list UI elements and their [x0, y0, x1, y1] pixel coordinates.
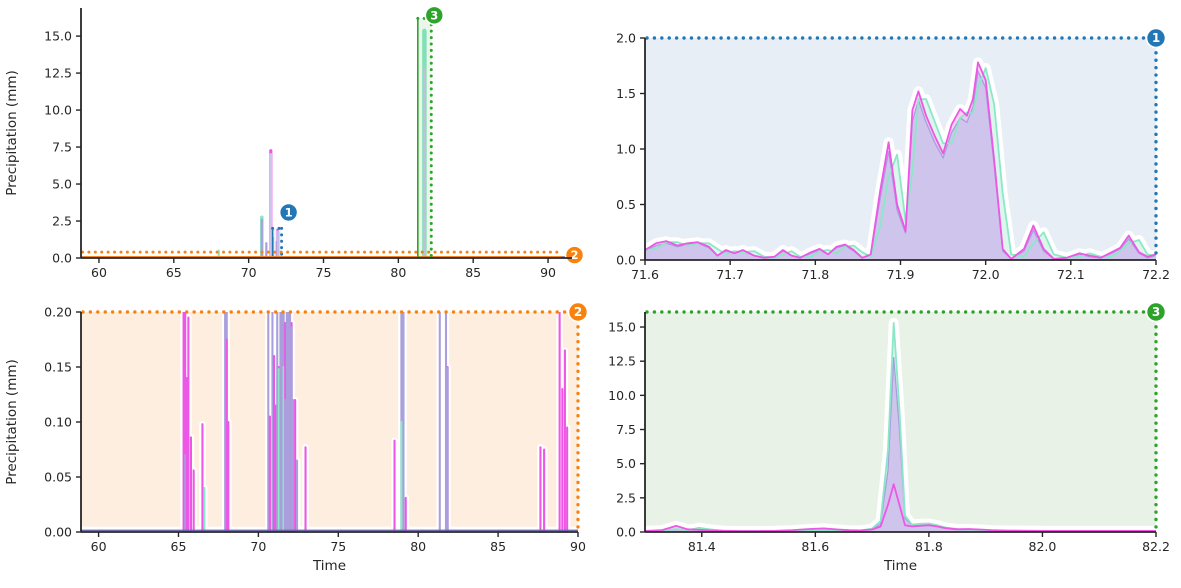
- x-tick-label: 70: [241, 265, 257, 280]
- x-axis-title: Time: [883, 558, 917, 574]
- x-tick-label: 90: [570, 539, 586, 554]
- overview-panel: 1 2 3 60 65 70 75 80 85 90 0.0 2.5 5.0 7.5 10.0 12.5 15.…: [0, 0, 590, 294]
- periwinkle-area: [645, 357, 1156, 532]
- indicator-badge-number: 3: [430, 8, 438, 22]
- y-tick-label: 1.0: [616, 142, 636, 157]
- x-tick-label: 65: [171, 539, 187, 554]
- y-tick-label: 10.0: [44, 103, 72, 118]
- inset-1-svg: 1 71.6 71.7 71.8 71.9 72.0 72.1 72.2 0.0 0.5 1.0 1.…: [616, 27, 1170, 282]
- y-tick-label: 12.5: [44, 66, 72, 81]
- y-tick-label: 0.0: [616, 525, 636, 540]
- magenta-line: [645, 61, 1156, 260]
- x-tick-label: 85: [465, 265, 481, 280]
- x-tick-label: 72.1: [1057, 267, 1085, 282]
- y-tick-label: 2.5: [616, 490, 636, 505]
- indicator-badge-3: [424, 5, 445, 26]
- x-tick-label: 75: [330, 539, 346, 554]
- x-tick-label: 82.0: [1029, 539, 1057, 554]
- inset-2-background: [81, 312, 578, 532]
- periwinkle-area: [645, 71, 1156, 260]
- y-tick-label: 7.5: [616, 422, 636, 437]
- indicator-badge-number: 1: [285, 205, 293, 219]
- inset-panel-3: 3 81.4 81.6 81.8 82.0 82.2 0.0 2.5 5.0 7.5 10.0 12.…: [590, 294, 1181, 588]
- x-tick-label: 72.2: [1142, 267, 1170, 282]
- y-tick-label: 0.0: [616, 253, 636, 268]
- y-tick-label: 0.0: [52, 251, 72, 266]
- y-tick-label: 2.0: [616, 31, 636, 46]
- y-axis-title: Precipitation (mm): [4, 70, 20, 196]
- y-tick-label: 5.0: [616, 456, 636, 471]
- x-tick-label: 75: [316, 265, 332, 280]
- indicator-badge-number: 2: [571, 248, 579, 262]
- x-tick-label: 81.4: [688, 539, 716, 554]
- inset-badge-number: 2: [574, 305, 582, 319]
- indicator-badge-2: [564, 245, 585, 265]
- x-tick-label: 90: [540, 265, 556, 280]
- indicator-badge-1: [278, 202, 299, 223]
- y-tick-label: 15.0: [44, 29, 72, 44]
- y-tick-label: 0.05: [44, 470, 72, 485]
- x-tick-label: 65: [166, 265, 182, 280]
- y-tick-label: 5.0: [52, 177, 72, 192]
- x-axis-title: Time: [312, 558, 346, 574]
- x-tick-label: 60: [91, 265, 107, 280]
- x-tick-label: 71.8: [801, 267, 829, 282]
- x-tick-label: 82.2: [1142, 539, 1170, 554]
- inset-panel-1: 1 71.6 71.7 71.8 71.9 72.0 72.1 72.2 0.0 0.5 1.0 1.…: [590, 0, 1181, 294]
- y-tick-label: 0.10: [44, 415, 72, 430]
- y-tick-label: 0.15: [44, 360, 72, 375]
- inset-badge-1: [1145, 27, 1167, 49]
- x-tick-label: 72.0: [972, 267, 1000, 282]
- x-tick-label: 85: [490, 539, 506, 554]
- inset-panel-2: 2 60 65 70 75 80 85 90 0.00 0.05 0.10 0.15 0.20 Time P…: [0, 294, 590, 588]
- zoom-indicator-3: 3: [416, 5, 445, 260]
- overview-svg: 1 2 3 60 65 70 75 80 85 90 0.0 2.5 5.0 7.5 10.0 12.5 15.…: [4, 5, 585, 280]
- overview-background: [81, 8, 572, 258]
- y-tick-label: 7.5: [52, 140, 72, 155]
- inset-badge-number: 3: [1152, 305, 1160, 319]
- y-tick-label: 0.20: [44, 305, 72, 320]
- x-tick-label: 71.7: [716, 267, 744, 282]
- inset-badge-3: [1145, 301, 1167, 323]
- inset-3-svg: 3 81.4 81.6 81.8 82.0 82.2 0.0 2.5 5.0 7.5 10.0 12.…: [608, 301, 1170, 574]
- y-tick-label: 1.5: [616, 86, 636, 101]
- x-tick-label: 70: [250, 539, 266, 554]
- y-axis-title: Precipitation (mm): [4, 359, 20, 485]
- inset-badge-number: 1: [1152, 31, 1160, 45]
- y-tick-label: 2.5: [52, 214, 72, 229]
- inset-2-svg: 2 60 65 70 75 80 85 90 0.00 0.05 0.10 0.15 0.20 Time P…: [4, 301, 589, 574]
- x-tick-label: 80: [390, 265, 406, 280]
- inset-badge-2: [567, 301, 589, 323]
- x-tick-label: 60: [91, 539, 107, 554]
- y-tick-label: 0.00: [44, 525, 72, 540]
- y-tick-label: 0.5: [616, 197, 636, 212]
- x-tick-label: 81.8: [915, 539, 943, 554]
- y-tick-label: 15.0: [608, 320, 636, 335]
- magenta-line: [645, 483, 1156, 532]
- y-tick-label: 10.0: [608, 388, 636, 403]
- x-tick-label: 71.6: [631, 267, 659, 282]
- x-tick-label: 81.6: [801, 539, 829, 554]
- x-tick-label: 71.9: [887, 267, 915, 282]
- x-tick-label: 80: [410, 539, 426, 554]
- y-tick-label: 12.5: [608, 354, 636, 369]
